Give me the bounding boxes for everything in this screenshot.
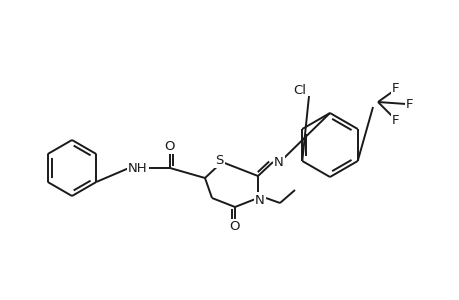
Text: O: O	[164, 140, 175, 152]
Text: N: N	[255, 194, 264, 206]
Text: NH: NH	[128, 161, 147, 175]
Text: F: F	[392, 113, 399, 127]
Text: N: N	[274, 155, 283, 169]
Text: O: O	[229, 220, 240, 233]
Text: F: F	[392, 82, 399, 94]
Text: Cl: Cl	[293, 83, 306, 97]
Text: S: S	[214, 154, 223, 166]
Text: F: F	[405, 98, 413, 110]
